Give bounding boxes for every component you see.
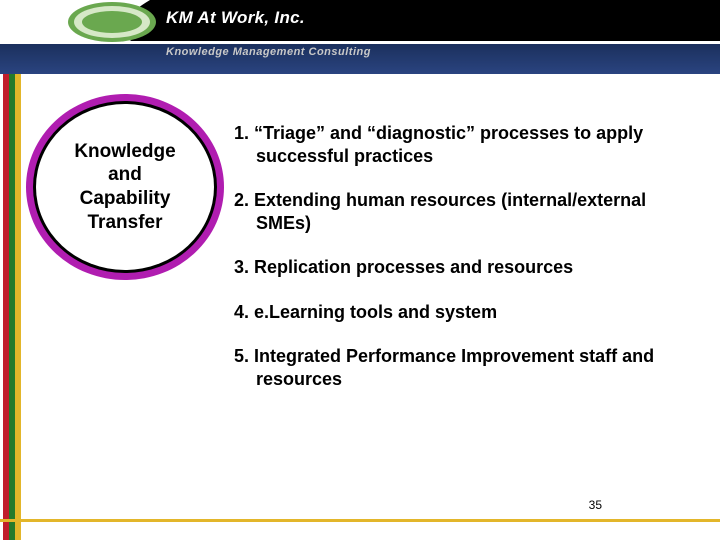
- ellipse-line: Transfer: [88, 212, 163, 233]
- bullet-list: 1. “Triage” and “diagnostic” processes t…: [234, 122, 706, 412]
- list-item: 5. Integrated Performance Improvement st…: [256, 345, 706, 390]
- company-name: KM At Work, Inc.: [166, 8, 305, 28]
- list-item: 4. e.Learning tools and system: [256, 301, 706, 324]
- ellipse-line: and: [108, 164, 142, 185]
- bottom-rule: [0, 519, 720, 522]
- slide-header: KM At Work, Inc. Knowledge Management Co…: [0, 0, 720, 74]
- ellipse-line: Capability: [80, 188, 171, 209]
- list-item: 2. Extending human resources (internal/e…: [256, 189, 706, 234]
- left-rail: [0, 74, 24, 540]
- ellipse-line: Knowledge: [74, 141, 175, 162]
- ellipse-core: Knowledge and Capability Transfer: [36, 104, 214, 270]
- page-number: 35: [589, 498, 602, 512]
- rail-yellow: [15, 74, 21, 540]
- list-item: 3. Replication processes and resources: [256, 256, 706, 279]
- ellipse-text: Knowledge and Capability Transfer: [58, 130, 191, 245]
- list-item: 1. “Triage” and “diagnostic” processes t…: [256, 122, 706, 167]
- company-tagline: Knowledge Management Consulting: [166, 46, 371, 58]
- header-swoosh: [0, 0, 720, 74]
- topic-ellipse: Knowledge and Capability Transfer: [26, 94, 224, 280]
